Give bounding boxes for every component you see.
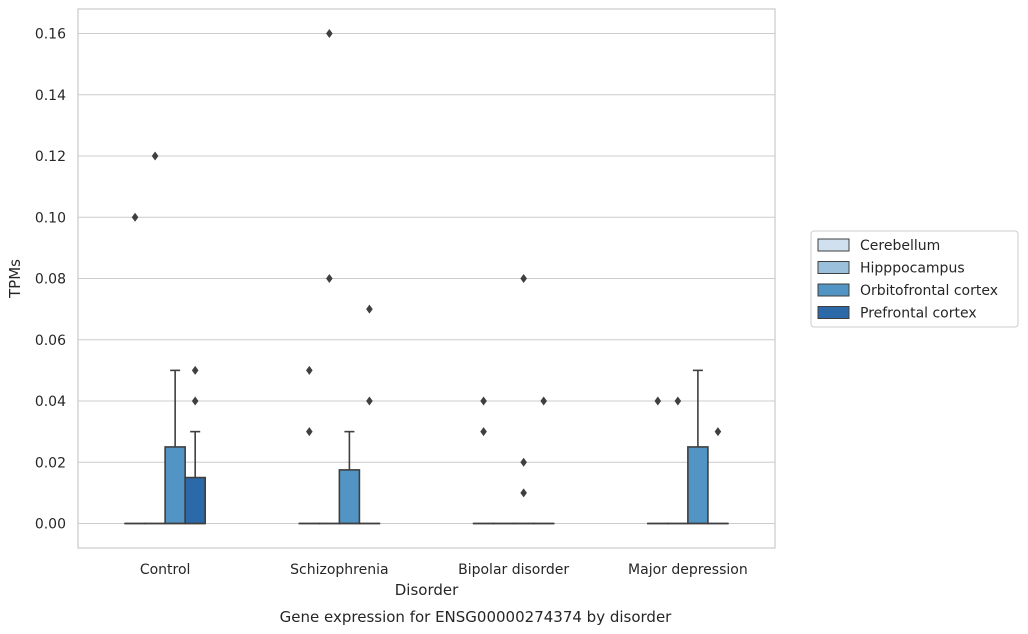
legend-label: Cerebellum	[860, 238, 940, 254]
y-tick-label: 0.04	[35, 394, 66, 410]
legend-label: Hipppocampus	[860, 261, 965, 277]
legend-swatch	[817, 261, 850, 274]
outlier-point	[520, 488, 527, 498]
outlier-point	[714, 427, 722, 437]
outlier-point	[151, 151, 159, 161]
box-orbitofrontal-cortex-3	[687, 369, 709, 525]
outlier-point	[520, 274, 527, 283]
outlier-point	[674, 396, 682, 406]
x-axis-label: Disorder	[395, 581, 459, 599]
x-tick-labels: Control Schizophrenia Bipolar disorder Majo…	[140, 562, 748, 578]
outlier-point	[480, 396, 487, 406]
outlier-point	[191, 396, 199, 406]
box-body	[338, 469, 361, 525]
y-tick-label: 0.14	[35, 88, 66, 104]
outlier-point	[366, 396, 373, 406]
x-tick-label: Bipolar disorder	[458, 562, 569, 578]
box-cerebellum-1	[298, 365, 321, 525]
legend-swatch	[817, 306, 850, 319]
x-tick-label: Schizophrenia	[290, 562, 388, 578]
plot-area-frame	[77, 8, 776, 549]
outlier-point	[191, 365, 199, 375]
box-body	[687, 446, 709, 525]
box-prefrontal-cortex-0	[184, 365, 207, 525]
box-orbitofrontal-cortex-0	[164, 369, 186, 525]
box-hipppocampus-0	[144, 151, 166, 525]
x-tick-label: Control	[140, 562, 191, 578]
y-tick-label: 0.10	[35, 210, 66, 226]
y-tick-label: 0.06	[35, 333, 66, 349]
y-tick-label: 0.00	[35, 517, 66, 533]
outlier-point	[480, 427, 487, 437]
box-plot-marks	[124, 29, 729, 525]
y-tick-label: 0.16	[35, 27, 66, 43]
box-body	[184, 476, 207, 525]
box-prefrontal-cortex-3	[707, 427, 729, 525]
box-cerebellum-3	[646, 396, 669, 525]
outlier-point	[306, 427, 313, 437]
y-tick-label: 0.08	[35, 272, 66, 288]
box-hipppocampus-3	[667, 396, 689, 525]
outlier-point	[654, 396, 662, 406]
outlier-point	[366, 304, 373, 314]
box-orbitofrontal-cortex-1	[338, 430, 361, 525]
legend-swatch	[817, 283, 850, 297]
y-tick-label: 0.02	[35, 455, 66, 471]
box-prefrontal-cortex-2	[532, 396, 555, 525]
outlier-point	[540, 396, 547, 406]
legend-label: Orbitofrontal cortex	[860, 283, 998, 299]
y-tick-labels: 0.00 0.02 0.04 0.06 0.08 0.10 0.12 0.14 0.16	[35, 27, 66, 533]
box-body	[164, 446, 186, 525]
box-cerebellum-2	[472, 396, 495, 525]
y-axis-label: TPMs	[6, 259, 24, 299]
box-cerebellum-0	[124, 212, 146, 525]
y-tick-label: 0.12	[35, 149, 66, 165]
box-orbitofrontal-cortex-2	[512, 274, 535, 525]
box-hipppocampus-1	[318, 29, 341, 525]
legend-swatch	[817, 238, 850, 252]
legend-box	[810, 230, 1019, 328]
outlier-point	[131, 212, 139, 222]
outlier-point	[306, 365, 313, 375]
box-prefrontal-cortex-1	[358, 304, 381, 525]
x-tick-label: Major depression	[628, 562, 748, 578]
chart-caption: Gene expression for ENSG00000274374 by d…	[280, 608, 673, 626]
outlier-point	[520, 457, 527, 467]
outlier-point	[326, 29, 333, 38]
outlier-point	[326, 274, 333, 283]
legend: Cerebellum Hipppocampus Orbitofrontal cort…	[810, 230, 1019, 328]
legend-label: Prefrontal cortex	[860, 306, 977, 322]
